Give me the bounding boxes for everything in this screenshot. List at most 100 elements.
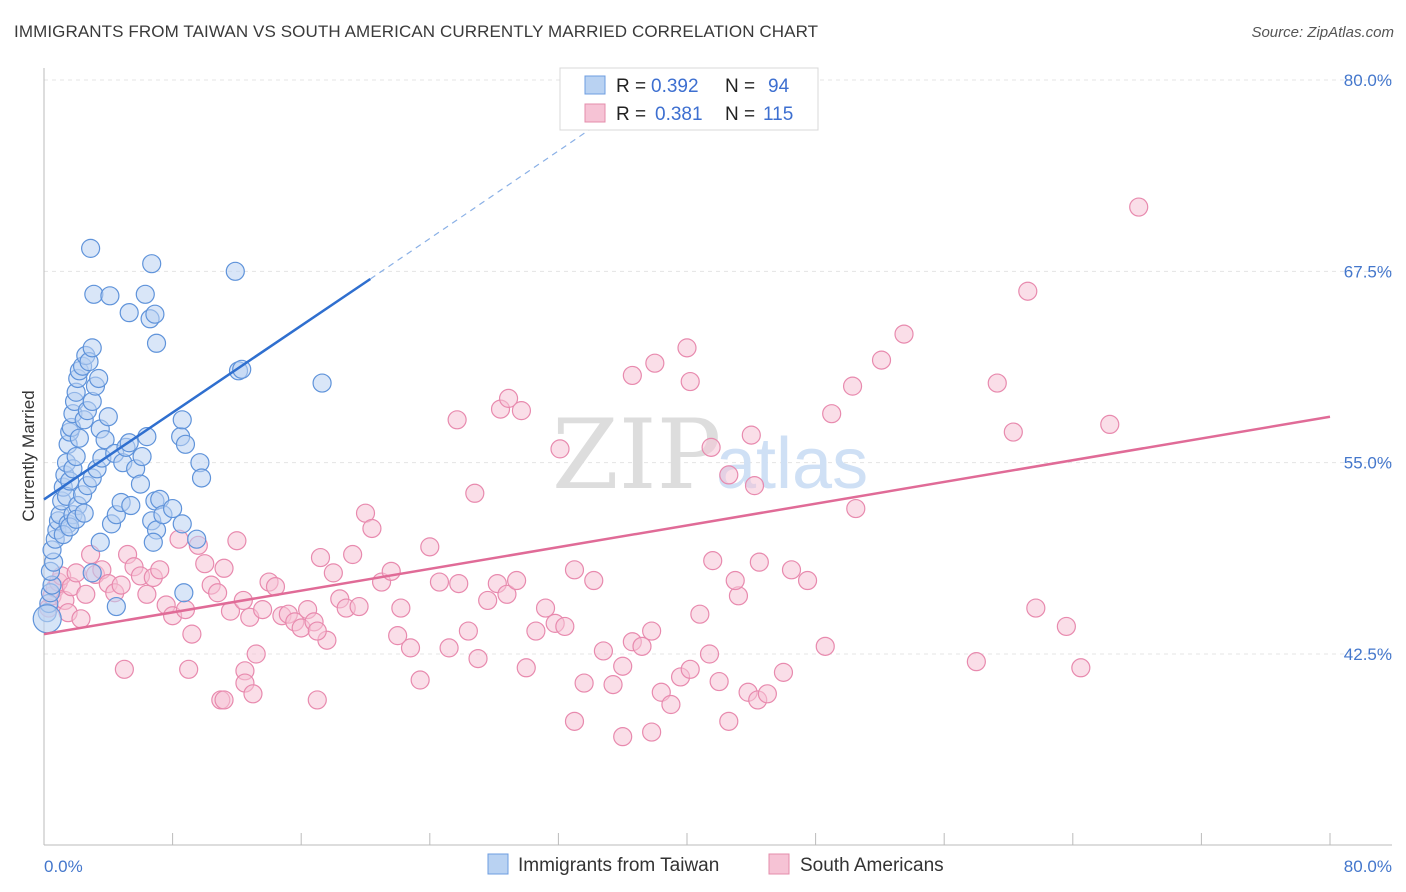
point-south-americans [253, 600, 273, 620]
point-taiwan [132, 446, 152, 467]
point-south-americans [66, 563, 86, 583]
point-south-americans [1056, 616, 1076, 637]
point-taiwan [312, 373, 332, 393]
watermark-zip: ZIP [552, 399, 721, 511]
point-south-americans [526, 621, 546, 641]
point-south-americans [429, 572, 450, 592]
point-south-americans [703, 551, 723, 571]
legend-swatch-taiwan [487, 853, 509, 875]
point-south-americans [642, 722, 662, 742]
point-south-americans [642, 621, 662, 641]
point-south-americans [725, 570, 745, 591]
legend-swatch-south-americans [768, 853, 790, 875]
point-south-americans [555, 616, 575, 637]
point-south-americans [822, 404, 842, 424]
point-south-americans [701, 437, 721, 457]
point-south-americans [310, 547, 331, 568]
point-south-americans [243, 684, 263, 704]
point-south-americans [987, 373, 1007, 393]
point-taiwan [142, 254, 162, 274]
legend-label-south-americans: South Americans [800, 855, 944, 876]
stats-r-value-pink: 0.381 [655, 104, 703, 125]
stats-legend-swatch-blue [584, 75, 606, 95]
point-south-americans [498, 388, 519, 408]
trend-line-taiwan [43, 277, 372, 501]
point-south-americans [420, 537, 440, 557]
point-south-americans [781, 560, 802, 580]
point-south-americans [613, 656, 633, 676]
point-south-americans [797, 570, 818, 591]
x-tick-label: 80.0% [1344, 857, 1392, 876]
point-taiwan [82, 338, 102, 358]
axes [43, 68, 1392, 846]
point-taiwan [225, 261, 245, 281]
point-south-americans [1026, 598, 1046, 618]
point-south-americans [622, 365, 642, 386]
point-south-americans [894, 324, 914, 344]
y-tick-label: 67.5% [1344, 262, 1392, 281]
point-south-americans [871, 350, 892, 370]
point-south-americans [550, 439, 570, 459]
point-taiwan [81, 238, 101, 258]
y-tick-label: 80.0% [1344, 71, 1392, 90]
series-south-americans [39, 197, 1149, 747]
point-south-americans [815, 636, 835, 656]
point-taiwan [74, 503, 94, 523]
point-south-americans [757, 684, 777, 704]
point-south-americans [1003, 422, 1023, 442]
point-south-americans [182, 624, 202, 644]
point-south-americans [150, 560, 170, 580]
y-axis-label: Currently Married [19, 390, 38, 521]
stats-n-label-pink: N = [725, 104, 755, 125]
point-south-americans [410, 670, 430, 690]
y-tick-label: 42.5% [1344, 645, 1392, 664]
point-taiwan [98, 407, 118, 427]
point-taiwan [95, 430, 115, 450]
chart-title: IMMIGRANTS FROM TAIWAN VS SOUTH AMERICAN… [14, 22, 819, 41]
point-south-americans [388, 626, 408, 646]
point-south-americans [564, 711, 585, 731]
point-south-americans [1100, 414, 1120, 434]
point-taiwan [69, 428, 89, 448]
point-south-americans [195, 554, 215, 574]
point-south-americans [645, 353, 665, 373]
trend-line-taiwan-extension [369, 128, 591, 280]
point-south-americans [516, 658, 536, 678]
legend-label-taiwan: Immigrants from Taiwan [518, 855, 719, 876]
source-label: Source: ZipAtlas.com [1251, 24, 1394, 41]
point-south-americans [497, 584, 517, 604]
point-south-americans [137, 584, 157, 604]
point-south-americans [593, 641, 614, 661]
point-south-americans [447, 410, 467, 430]
point-south-americans [507, 570, 527, 591]
point-south-americans [773, 662, 794, 682]
y-tick-labels: 42.5% 55.0% 67.5% 80.0% [1344, 71, 1392, 664]
point-south-americans [574, 673, 594, 693]
point-south-americans [307, 621, 327, 641]
point-south-americans [564, 560, 585, 580]
point-south-americans [400, 638, 421, 658]
point-south-americans [208, 583, 228, 603]
point-taiwan-large [32, 604, 62, 634]
point-south-americans [677, 338, 697, 358]
point-south-americans [343, 544, 363, 565]
point-south-americans [680, 371, 700, 392]
point-south-americans [842, 376, 863, 396]
point-taiwan [119, 303, 139, 323]
point-south-americans [214, 558, 234, 578]
point-south-americans [307, 690, 327, 710]
point-taiwan [130, 474, 151, 494]
point-south-americans [349, 596, 369, 617]
point-south-americans [111, 575, 131, 595]
point-taiwan [135, 284, 155, 304]
point-south-americans [719, 465, 739, 485]
x-tick-labels: 0.0% 80.0% [44, 857, 1392, 876]
point-taiwan [146, 333, 167, 353]
point-south-americans [71, 609, 91, 629]
stats-r-label-blue: R = [616, 76, 646, 97]
point-south-americans [603, 675, 623, 695]
point-taiwan [232, 359, 252, 379]
point-taiwan [175, 434, 196, 454]
point-south-americans [1071, 658, 1091, 678]
stats-n-value-pink: 115 [763, 104, 793, 125]
